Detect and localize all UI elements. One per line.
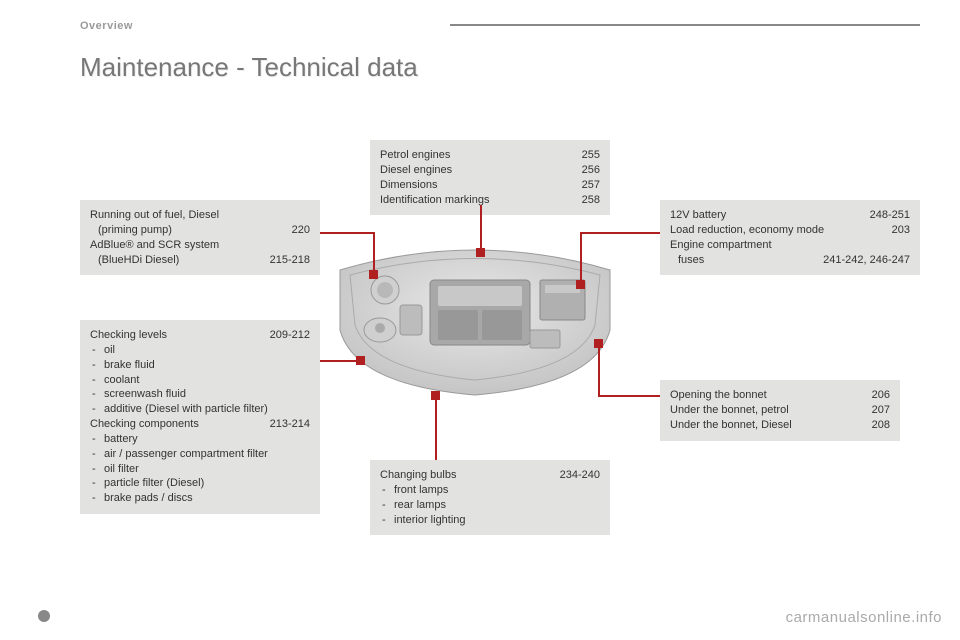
li: interior lighting <box>380 513 600 528</box>
li: brake fluid <box>90 358 310 373</box>
callout-dot <box>576 280 585 289</box>
label: Opening the bonnet <box>670 388 767 403</box>
box-bulbs: Changing bulbs 234-240 front lamps rear l… <box>370 460 610 535</box>
callout <box>373 232 375 272</box>
li: rear lamps <box>380 498 600 513</box>
callout-dot <box>369 270 378 279</box>
callout <box>435 395 437 460</box>
page: 208 <box>872 418 890 433</box>
page: 257 <box>582 178 600 193</box>
label: Diesel engines <box>380 163 452 178</box>
label: Running out of fuel, Diesel <box>90 208 310 223</box>
page: 203 <box>892 223 910 238</box>
li: air / passenger compartment filter <box>90 447 310 462</box>
li: coolant <box>90 373 310 388</box>
watermark: carmanualsonline.info <box>786 609 942 626</box>
li: battery <box>90 432 310 447</box>
box-battery: 12V battery 248-251 Load reduction, econo… <box>660 200 920 275</box>
box-bonnet: Opening the bonnet 206 Under the bonnet, … <box>660 380 900 441</box>
label: Under the bonnet, Diesel <box>670 418 792 433</box>
callout <box>320 360 358 362</box>
callout <box>320 232 375 234</box>
box-fuel: Running out of fuel, Diesel (priming pum… <box>80 200 320 275</box>
page: 234-240 <box>560 468 600 483</box>
page: 256 <box>582 163 600 178</box>
page: 258 <box>582 193 600 208</box>
label: Identification markings <box>380 193 489 208</box>
page: 206 <box>872 388 890 403</box>
label: Dimensions <box>380 178 437 193</box>
box-engines: Petrol engines 255 Diesel engines 256 Dime… <box>370 140 610 215</box>
callout <box>480 205 482 250</box>
li: oil <box>90 343 310 358</box>
callout <box>598 343 600 397</box>
box-levels: Checking levels 209-212 oil brake fluid c… <box>80 320 320 514</box>
callout <box>598 395 660 397</box>
label: Changing bulbs <box>380 468 456 483</box>
li: brake pads / discs <box>90 491 310 506</box>
li: screenwash fluid <box>90 387 310 402</box>
page: 213-214 <box>270 417 310 432</box>
sub: (BlueHDi Diesel) <box>90 253 179 268</box>
callout <box>580 232 660 234</box>
li: additive (Diesel with particle filter) <box>90 402 310 417</box>
callout <box>580 232 582 282</box>
page-dot <box>38 610 50 622</box>
header-rule <box>450 24 920 26</box>
page: 207 <box>872 403 890 418</box>
callout-dot <box>476 248 485 257</box>
page: 255 <box>582 148 600 163</box>
page: 215-218 <box>270 253 310 268</box>
callout-dot <box>431 391 440 400</box>
li: front lamps <box>380 483 600 498</box>
label: Checking components <box>90 417 199 432</box>
label: AdBlue® and SCR system <box>90 238 310 253</box>
sub: fuses <box>670 253 704 268</box>
label: Checking levels <box>90 328 167 343</box>
page: 209-212 <box>270 328 310 343</box>
callout-dot <box>356 356 365 365</box>
page-title: Maintenance - Technical data <box>80 52 418 83</box>
label: Petrol engines <box>380 148 450 163</box>
li: oil filter <box>90 462 310 477</box>
section-label: Overview <box>80 20 133 32</box>
page: 241-242, 246-247 <box>823 253 910 268</box>
label: 12V battery <box>670 208 726 223</box>
page: 220 <box>292 223 310 238</box>
label: Load reduction, economy mode <box>670 223 824 238</box>
li: particle filter (Diesel) <box>90 476 310 491</box>
label: Engine compartment <box>670 238 910 253</box>
callout-dot <box>594 339 603 348</box>
label: Under the bonnet, petrol <box>670 403 789 418</box>
page: 248-251 <box>870 208 910 223</box>
sub: (priming pump) <box>90 223 172 238</box>
